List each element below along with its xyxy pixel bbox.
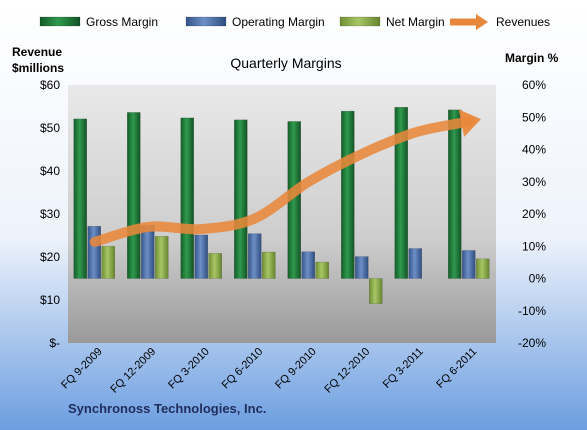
legend-swatch-operating-margin (185, 16, 227, 27)
bar-net-margin (262, 251, 276, 279)
left-axis-label-line2: $millions (12, 61, 64, 75)
bar-net-margin (315, 261, 329, 279)
bar-net-margin (208, 253, 222, 279)
legend-label-revenues: Revenues (496, 15, 550, 29)
right-axis-ticks: -20% -10% 0% 10% 20% 30% 40% 50% 60% (518, 78, 546, 350)
bar-operating-margin (301, 251, 315, 279)
revenue-series-line (89, 116, 475, 247)
left-tick-label: $60 (40, 78, 60, 92)
right-tick-label: -20% (518, 336, 546, 350)
revenue-line (89, 109, 482, 247)
right-tick-label: 40% (522, 143, 546, 157)
legend-label-net-margin: Net Margin (386, 15, 445, 29)
bars (73, 107, 490, 304)
bar-operating-margin (355, 256, 369, 279)
bar-operating-margin (248, 233, 262, 279)
left-axis-label-line1: Revenue (12, 45, 62, 59)
bar-operating-margin (408, 248, 422, 279)
bar-net-margin (155, 236, 169, 279)
right-tick-label: 20% (522, 207, 546, 221)
legend-label-operating-margin: Operating Margin (232, 15, 325, 29)
legend-swatch-net-margin (339, 16, 381, 27)
revenue-arrowhead (458, 109, 482, 137)
bar-gross-margin (448, 109, 462, 279)
legend-label-gross-margin: Gross Margin (86, 15, 158, 29)
chart-title: Quarterly Margins (230, 55, 341, 71)
left-tick-label: $10 (40, 293, 60, 307)
bar-gross-margin (234, 119, 248, 279)
bar-net-margin (101, 246, 115, 279)
left-tick-label: $50 (40, 121, 60, 135)
bar-operating-margin (194, 234, 208, 279)
left-tick-label: $- (49, 336, 60, 350)
right-tick-label: 10% (522, 239, 546, 253)
bar-operating-margin (141, 225, 155, 279)
bar-gross-margin (180, 117, 194, 279)
legend: Gross Margin Operating Margin Net Margin Re… (39, 14, 550, 30)
bar-operating-margin (462, 250, 476, 279)
right-tick-label: -10% (518, 304, 546, 318)
bar-gross-margin (127, 112, 141, 279)
legend-swatch-gross-margin (39, 16, 81, 27)
legend-swatch-arrow (476, 14, 488, 30)
left-axis-ticks: $- $10 $20 $30 $40 $50 $60 (40, 78, 60, 350)
right-tick-label: 30% (522, 175, 546, 189)
footer-company: Synchronoss Technologies, Inc. (68, 401, 266, 416)
bar-gross-margin (73, 118, 87, 279)
left-tick-label: $40 (40, 164, 60, 178)
bar-net-margin (476, 258, 490, 279)
bar-operating-margin (87, 226, 101, 279)
left-tick-label: $30 (40, 207, 60, 221)
right-tick-label: 0% (529, 272, 547, 286)
right-axis-label: Margin % (505, 51, 559, 65)
left-tick-label: $20 (40, 250, 60, 264)
bar-gross-margin (341, 110, 355, 279)
bar-gross-margin (394, 107, 408, 279)
right-tick-label: 50% (522, 110, 546, 124)
bar-net-margin (369, 278, 383, 304)
right-tick-label: 60% (522, 78, 546, 92)
